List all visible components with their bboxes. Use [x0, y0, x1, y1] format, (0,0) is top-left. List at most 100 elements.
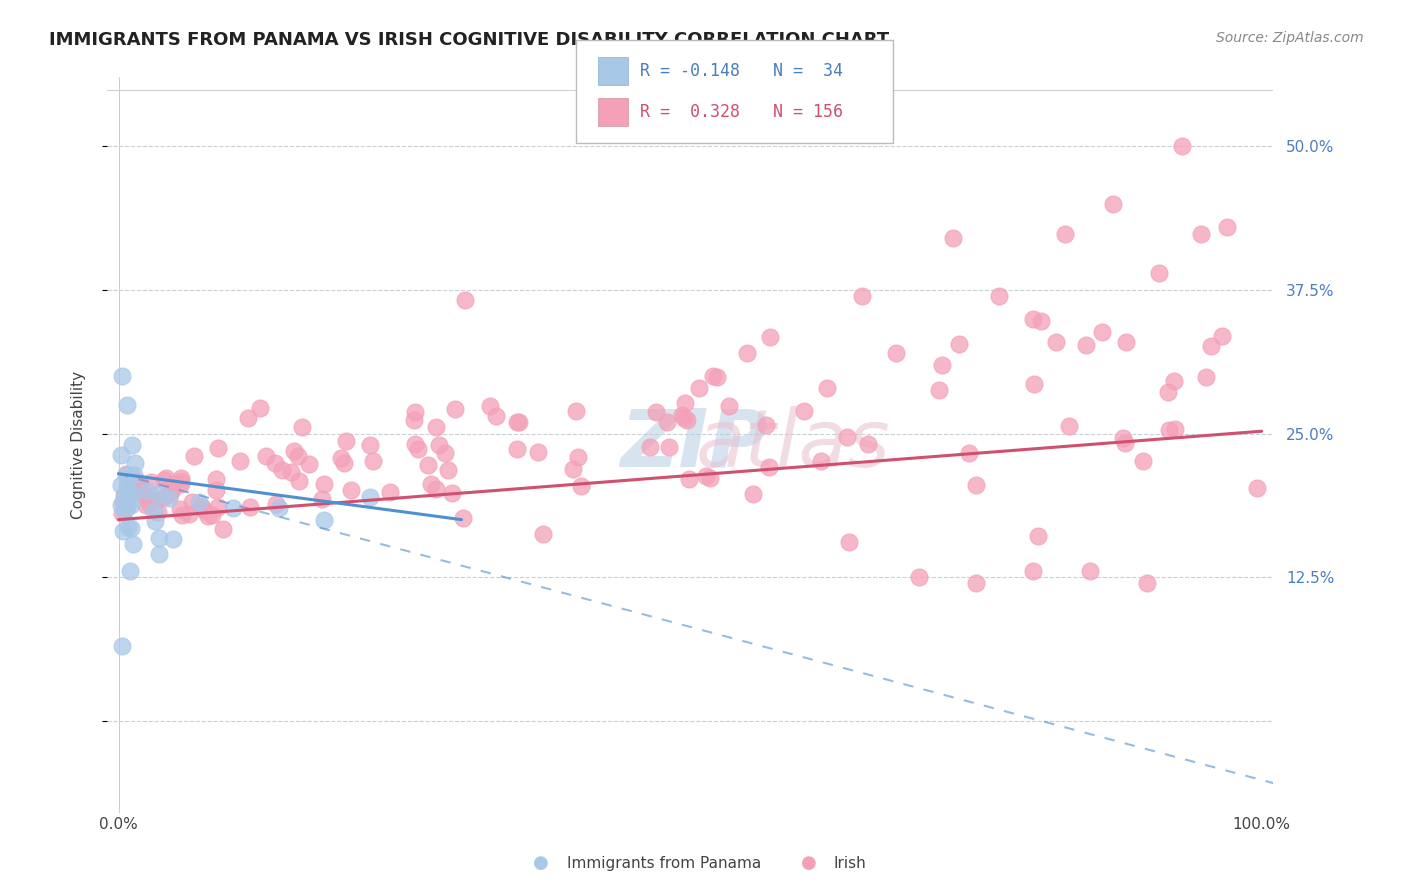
Point — [148, 531, 170, 545]
Point — [1074, 337, 1097, 351]
Point — [122, 472, 145, 486]
Point — [207, 441, 229, 455]
Point — [280, 465, 302, 479]
Point — [419, 476, 441, 491]
Point — [359, 490, 381, 504]
Point — [254, 449, 277, 463]
Point — [755, 418, 778, 433]
Point — [222, 501, 245, 516]
Point — [193, 503, 215, 517]
Point — [170, 476, 193, 491]
Point — [188, 500, 211, 514]
Point — [162, 477, 184, 491]
Point — [416, 458, 439, 472]
Point — [1102, 196, 1125, 211]
Point — [688, 381, 710, 395]
Point — [404, 437, 426, 451]
Point — [965, 575, 987, 590]
Point — [114, 501, 136, 516]
Point — [942, 231, 965, 245]
Point — [531, 527, 554, 541]
Point — [146, 493, 169, 508]
Point — [378, 485, 401, 500]
Point — [153, 473, 176, 487]
Point — [1211, 329, 1233, 343]
Point — [1132, 454, 1154, 468]
Point — [1078, 565, 1101, 579]
Point — [957, 446, 980, 460]
Point — [111, 369, 134, 384]
Point — [148, 486, 170, 500]
Point — [851, 288, 873, 302]
Point — [124, 456, 146, 470]
Text: ZIP: ZIP — [620, 406, 768, 484]
Point — [329, 450, 352, 465]
Point — [1159, 423, 1181, 437]
Point — [283, 443, 305, 458]
Point — [1114, 436, 1136, 450]
Point — [858, 437, 880, 451]
Point — [1163, 374, 1185, 388]
Point — [179, 507, 201, 521]
Text: N =  34: N = 34 — [773, 62, 844, 79]
Point — [146, 505, 169, 519]
Point — [162, 533, 184, 547]
Point — [948, 336, 970, 351]
Point — [884, 346, 907, 360]
Point — [148, 547, 170, 561]
Point — [443, 401, 465, 416]
Point — [758, 330, 780, 344]
Y-axis label: Cognitive Disability: Cognitive Disability — [72, 371, 86, 519]
Point — [1022, 311, 1045, 326]
Point — [333, 456, 356, 470]
Point — [425, 483, 447, 497]
Point — [298, 457, 321, 471]
Point — [965, 477, 987, 491]
Point — [671, 408, 693, 422]
Point — [142, 504, 165, 518]
Point — [124, 475, 146, 490]
Point — [312, 477, 335, 491]
Point — [427, 438, 450, 452]
Point — [706, 370, 728, 384]
Point — [702, 369, 724, 384]
Point — [658, 440, 681, 454]
Point — [115, 467, 138, 481]
Point — [425, 419, 447, 434]
Point — [673, 396, 696, 410]
Point — [314, 513, 336, 527]
Point — [793, 403, 815, 417]
Point — [404, 405, 426, 419]
Point — [270, 463, 292, 477]
Point — [118, 488, 141, 502]
Point — [117, 498, 139, 512]
Point — [311, 491, 333, 506]
Point — [115, 483, 138, 498]
Point — [291, 420, 314, 434]
Point — [1053, 227, 1076, 242]
Point — [288, 475, 311, 489]
Point — [485, 409, 508, 424]
Point — [139, 475, 162, 489]
Point — [205, 472, 228, 486]
Point — [928, 384, 950, 398]
Point — [564, 403, 586, 417]
Point — [112, 524, 135, 538]
Text: Irish: Irish — [834, 856, 866, 871]
Point — [1216, 219, 1239, 234]
Point — [112, 491, 135, 505]
Point — [197, 509, 219, 524]
Text: ●: ● — [800, 855, 817, 872]
Point — [117, 486, 139, 500]
Point — [735, 346, 758, 360]
Point — [138, 490, 160, 504]
Point — [567, 450, 589, 464]
Point — [169, 471, 191, 485]
Point — [741, 487, 763, 501]
Point — [673, 411, 696, 425]
Point — [152, 490, 174, 504]
Point — [118, 565, 141, 579]
Point — [124, 484, 146, 499]
Point — [931, 358, 953, 372]
Point — [699, 471, 721, 485]
